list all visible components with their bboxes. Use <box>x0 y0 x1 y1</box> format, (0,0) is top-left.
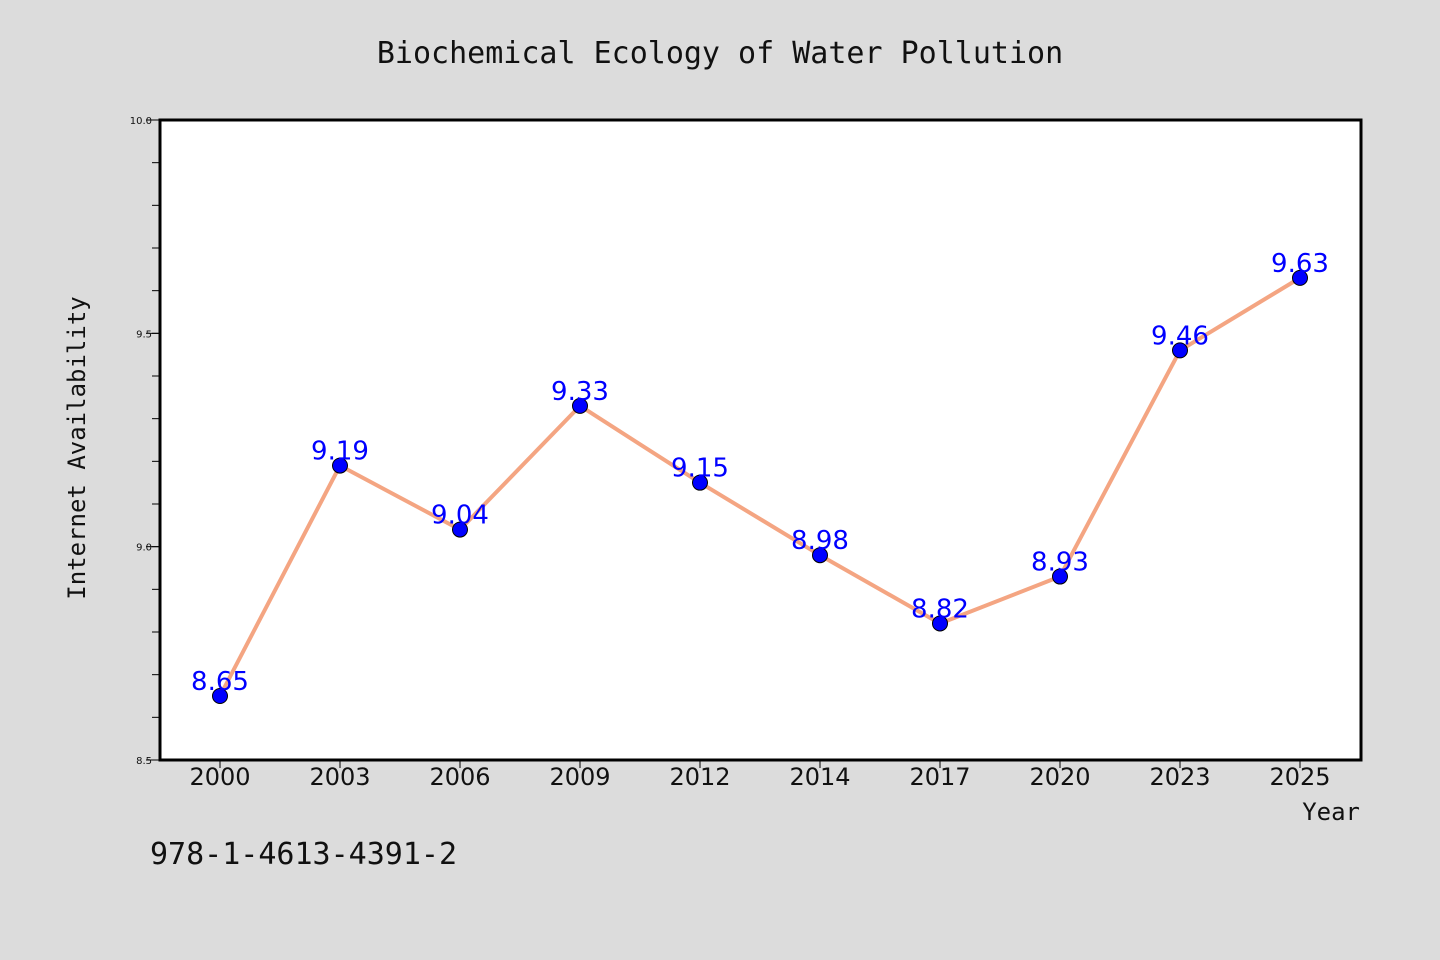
isbn-text: 978-1-4613-4391-2 <box>150 837 457 872</box>
x-tick-label: 2006 <box>429 763 490 791</box>
y-axis-title: Internet Availability <box>63 296 91 599</box>
x-tick-label: 2014 <box>789 763 850 791</box>
data-label: 9.63 <box>1271 249 1329 279</box>
plot-frame <box>158 118 1363 762</box>
y-axis-ticks: 8.5 9.0 9.5 10.0 <box>130 116 159 767</box>
y-tick-label: 8.5 <box>136 756 152 767</box>
data-point <box>1172 342 1188 359</box>
data-label: 8.82 <box>911 594 969 624</box>
chart-title: Biochemical Ecology of Water Pollution <box>377 36 1063 71</box>
plot-area <box>160 120 1361 760</box>
y-tick-label: 9.5 <box>136 329 152 340</box>
x-tick-label: 2009 <box>549 763 610 791</box>
data-label: 8.93 <box>1031 548 1089 578</box>
x-axis-title: Year <box>1302 798 1360 826</box>
y-tick-label: 10.0 <box>130 116 152 127</box>
data-label: 9.33 <box>551 377 609 407</box>
x-tick-label: 2017 <box>909 763 970 791</box>
data-point <box>932 615 948 632</box>
data-label: 8.98 <box>791 526 849 556</box>
x-tick-label: 2020 <box>1029 763 1090 791</box>
data-point <box>1292 269 1308 286</box>
data-point <box>692 474 708 491</box>
y-tick-label: 9.0 <box>136 543 152 554</box>
data-label: 9.46 <box>1151 321 1209 351</box>
x-tick-label: 2000 <box>189 763 250 791</box>
data-label: 8.65 <box>191 667 249 697</box>
data-label: 9.04 <box>431 501 489 531</box>
data-point <box>572 397 588 414</box>
series-group: 8.65 9.19 9.04 9.33 9.15 8.98 8.82 8.93 9.46 9.63 <box>191 249 1329 704</box>
x-tick-label: 2003 <box>309 763 370 791</box>
data-point <box>212 688 228 704</box>
x-tick-label: 2012 <box>669 763 730 791</box>
data-point <box>332 457 348 474</box>
data-point <box>1052 568 1068 585</box>
data-label: 9.19 <box>311 437 369 467</box>
series-line <box>218 275 1302 698</box>
x-axis-ticks: 2000 2003 2006 2009 2012 2014 2017 2020 2023 2025 <box>189 760 1331 791</box>
data-point <box>812 547 828 564</box>
x-tick-label: 2025 <box>1269 763 1330 791</box>
data-label: 9.15 <box>671 454 729 484</box>
data-point <box>452 521 468 538</box>
x-tick-label: 2023 <box>1149 763 1210 791</box>
